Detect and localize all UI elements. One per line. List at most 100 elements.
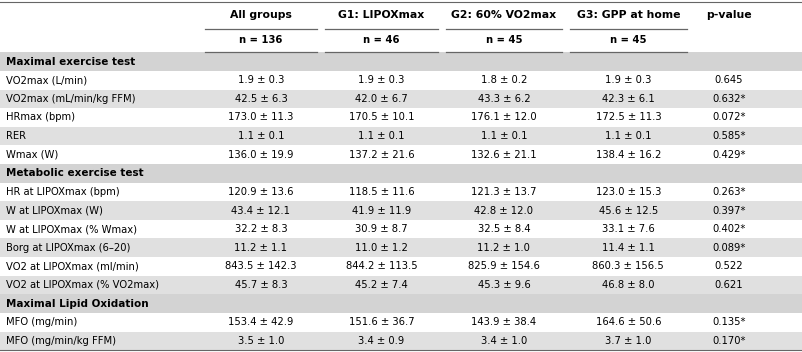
Bar xyxy=(0,201,802,220)
Text: 1.1 ± 0.1: 1.1 ± 0.1 xyxy=(358,131,404,141)
Text: 0.429*: 0.429* xyxy=(711,150,744,159)
Text: 0.263*: 0.263* xyxy=(711,187,744,197)
Text: 42.3 ± 6.1: 42.3 ± 6.1 xyxy=(602,94,654,104)
Text: 11.0 ± 1.2: 11.0 ± 1.2 xyxy=(354,243,407,253)
Text: 843.5 ± 142.3: 843.5 ± 142.3 xyxy=(225,261,297,271)
Text: 132.6 ± 21.1: 132.6 ± 21.1 xyxy=(471,150,536,159)
Text: 0.585*: 0.585* xyxy=(711,131,744,141)
Text: 43.4 ± 12.1: 43.4 ± 12.1 xyxy=(231,206,290,216)
Text: 33.1 ± 7.6: 33.1 ± 7.6 xyxy=(602,224,654,234)
Text: 11.2 ± 1.0: 11.2 ± 1.0 xyxy=(477,243,529,253)
Text: 45.2 ± 7.4: 45.2 ± 7.4 xyxy=(354,280,407,290)
Text: W at LIPOXmax (W): W at LIPOXmax (W) xyxy=(6,206,103,216)
Text: 43.3 ± 6.2: 43.3 ± 6.2 xyxy=(477,94,529,104)
Text: 45.7 ± 8.3: 45.7 ± 8.3 xyxy=(234,280,287,290)
Text: 0.072*: 0.072* xyxy=(711,113,744,122)
Text: 138.4 ± 16.2: 138.4 ± 16.2 xyxy=(595,150,660,159)
Text: 11.2 ± 1.1: 11.2 ± 1.1 xyxy=(234,243,287,253)
Bar xyxy=(0,257,802,276)
Bar xyxy=(0,332,802,350)
Text: 42.8 ± 12.0: 42.8 ± 12.0 xyxy=(474,206,533,216)
Text: 3.7 ± 1.0: 3.7 ± 1.0 xyxy=(605,336,650,346)
Text: MFO (mg/min): MFO (mg/min) xyxy=(6,318,77,327)
Text: 172.5 ± 11.3: 172.5 ± 11.3 xyxy=(595,113,660,122)
Text: VO2max (mL/min/kg FFM): VO2max (mL/min/kg FFM) xyxy=(6,94,135,104)
Text: 173.0 ± 11.3: 173.0 ± 11.3 xyxy=(228,113,294,122)
Bar xyxy=(0,276,802,294)
Bar xyxy=(0,29,802,52)
Bar xyxy=(0,52,802,71)
Text: 0.645: 0.645 xyxy=(714,75,742,86)
Text: RER: RER xyxy=(6,131,26,141)
Text: 0.621: 0.621 xyxy=(714,280,742,290)
Text: Maximal Lipid Oxidation: Maximal Lipid Oxidation xyxy=(6,298,148,309)
Bar xyxy=(0,2,802,29)
Text: n = 45: n = 45 xyxy=(485,36,521,45)
Text: HRmax (bpm): HRmax (bpm) xyxy=(6,113,75,122)
Text: 0.632*: 0.632* xyxy=(711,94,744,104)
Text: 844.2 ± 113.5: 844.2 ± 113.5 xyxy=(345,261,417,271)
Text: G2: 60% VO2max: G2: 60% VO2max xyxy=(451,10,556,20)
Text: 1.9 ± 0.3: 1.9 ± 0.3 xyxy=(605,75,650,86)
Text: 46.8 ± 8.0: 46.8 ± 8.0 xyxy=(602,280,654,290)
Text: 1.9 ± 0.3: 1.9 ± 0.3 xyxy=(237,75,284,86)
Text: 143.9 ± 38.4: 143.9 ± 38.4 xyxy=(471,318,536,327)
Text: 123.0 ± 15.3: 123.0 ± 15.3 xyxy=(595,187,660,197)
Bar xyxy=(0,90,802,108)
Text: 118.5 ± 11.6: 118.5 ± 11.6 xyxy=(348,187,414,197)
Text: VO2 at LIPOXmax (% VO2max): VO2 at LIPOXmax (% VO2max) xyxy=(6,280,159,290)
Text: n = 45: n = 45 xyxy=(610,36,646,45)
Text: 45.6 ± 12.5: 45.6 ± 12.5 xyxy=(598,206,657,216)
Text: 32.5 ± 8.4: 32.5 ± 8.4 xyxy=(477,224,529,234)
Text: 3.5 ± 1.0: 3.5 ± 1.0 xyxy=(237,336,284,346)
Text: 825.9 ± 154.6: 825.9 ± 154.6 xyxy=(468,261,539,271)
Text: Wmax (W): Wmax (W) xyxy=(6,150,58,159)
Text: MFO (mg/min/kg FFM): MFO (mg/min/kg FFM) xyxy=(6,336,115,346)
Text: VO2max (L/min): VO2max (L/min) xyxy=(6,75,87,86)
Text: HR at LIPOXmax (bpm): HR at LIPOXmax (bpm) xyxy=(6,187,119,197)
Text: 860.3 ± 156.5: 860.3 ± 156.5 xyxy=(592,261,663,271)
Text: 164.6 ± 50.6: 164.6 ± 50.6 xyxy=(595,318,660,327)
Text: 1.1 ± 0.1: 1.1 ± 0.1 xyxy=(237,131,284,141)
Bar xyxy=(0,313,802,332)
Text: 151.6 ± 36.7: 151.6 ± 36.7 xyxy=(348,318,414,327)
Bar xyxy=(0,145,802,164)
Text: G3: GPP at home: G3: GPP at home xyxy=(576,10,679,20)
Bar xyxy=(0,127,802,145)
Bar xyxy=(0,220,802,239)
Text: 1.1 ± 0.1: 1.1 ± 0.1 xyxy=(605,131,650,141)
Text: 42.0 ± 6.7: 42.0 ± 6.7 xyxy=(354,94,407,104)
Text: 0.089*: 0.089* xyxy=(711,243,744,253)
Text: 120.9 ± 13.6: 120.9 ± 13.6 xyxy=(228,187,294,197)
Text: 1.9 ± 0.3: 1.9 ± 0.3 xyxy=(358,75,404,86)
Text: 176.1 ± 12.0: 176.1 ± 12.0 xyxy=(471,113,536,122)
Text: 136.0 ± 19.9: 136.0 ± 19.9 xyxy=(228,150,294,159)
Bar xyxy=(0,108,802,127)
Text: n = 46: n = 46 xyxy=(363,36,399,45)
Text: 3.4 ± 1.0: 3.4 ± 1.0 xyxy=(480,336,526,346)
Text: 170.5 ± 10.1: 170.5 ± 10.1 xyxy=(348,113,414,122)
Text: Borg at LIPOXmax (6–20): Borg at LIPOXmax (6–20) xyxy=(6,243,130,253)
Bar xyxy=(0,294,802,313)
Text: 0.170*: 0.170* xyxy=(711,336,744,346)
Text: 42.5 ± 6.3: 42.5 ± 6.3 xyxy=(234,94,287,104)
Text: Maximal exercise test: Maximal exercise test xyxy=(6,57,135,67)
Text: 121.3 ± 13.7: 121.3 ± 13.7 xyxy=(471,187,536,197)
Text: 45.3 ± 9.6: 45.3 ± 9.6 xyxy=(477,280,529,290)
Text: 32.2 ± 8.3: 32.2 ± 8.3 xyxy=(234,224,287,234)
Text: 1.8 ± 0.2: 1.8 ± 0.2 xyxy=(480,75,526,86)
Bar xyxy=(0,183,802,201)
Text: 0.402*: 0.402* xyxy=(711,224,744,234)
Text: 137.2 ± 21.6: 137.2 ± 21.6 xyxy=(348,150,414,159)
Text: n = 136: n = 136 xyxy=(239,36,282,45)
Text: 0.397*: 0.397* xyxy=(711,206,744,216)
Text: W at LIPOXmax (% Wmax): W at LIPOXmax (% Wmax) xyxy=(6,224,136,234)
Text: 41.9 ± 11.9: 41.9 ± 11.9 xyxy=(351,206,411,216)
Text: 11.4 ± 1.1: 11.4 ± 1.1 xyxy=(602,243,654,253)
Text: 1.1 ± 0.1: 1.1 ± 0.1 xyxy=(480,131,526,141)
Text: Metabolic exercise test: Metabolic exercise test xyxy=(6,168,143,178)
Text: 0.522: 0.522 xyxy=(714,261,742,271)
Text: G1: LIPOXmax: G1: LIPOXmax xyxy=(338,10,424,20)
Text: 30.9 ± 8.7: 30.9 ± 8.7 xyxy=(354,224,407,234)
Text: 3.4 ± 0.9: 3.4 ± 0.9 xyxy=(358,336,404,346)
